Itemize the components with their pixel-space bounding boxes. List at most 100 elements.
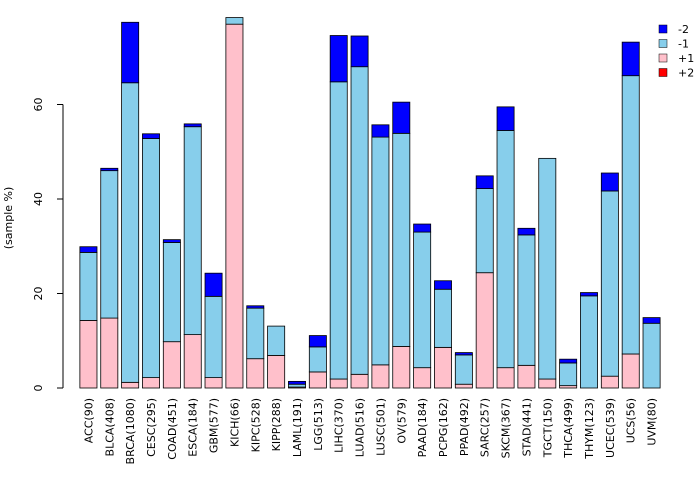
bar-segment-minus2 bbox=[121, 21, 140, 84]
bar-segment-minus1 bbox=[100, 170, 119, 319]
bar-segment-plus1 bbox=[142, 377, 160, 389]
bar-segment-minus1 bbox=[538, 157, 557, 380]
bar-segment-plus1 bbox=[454, 383, 473, 389]
bar-segment-plus1 bbox=[246, 358, 265, 389]
x-tick-label: BLCA(408) bbox=[103, 398, 116, 456]
x-tick-label: PCPG(162) bbox=[437, 398, 450, 457]
bar-segment-minus1 bbox=[392, 132, 411, 347]
bar-segment-minus2 bbox=[371, 124, 390, 138]
bar-segment-minus1 bbox=[79, 251, 98, 321]
x-tick-label: CESC(295) bbox=[145, 398, 158, 457]
bar-segment-minus2 bbox=[475, 175, 494, 190]
bar-segment-minus2 bbox=[559, 358, 578, 364]
legend-swatch bbox=[658, 39, 668, 48]
y-axis: 0 20 40 60 bbox=[32, 98, 64, 392]
bar-segment-plus1 bbox=[621, 353, 640, 389]
x-tick-label: UVM(80) bbox=[646, 398, 659, 446]
bar-segment-plus1 bbox=[267, 354, 286, 389]
bar-segment-minus2 bbox=[142, 133, 160, 139]
category-labels: ACC(90) BLCA(408) BRCA(1080) CESC(295) COAD(… bbox=[82, 398, 658, 464]
bar-segment-plus1 bbox=[121, 381, 140, 389]
bar-segment-minus1 bbox=[600, 190, 619, 377]
bar-segment-plus1 bbox=[225, 23, 244, 389]
bar-segment-plus1 bbox=[79, 320, 98, 389]
bar-segment-plus1 bbox=[413, 367, 432, 389]
bar-segment-minus2 bbox=[183, 123, 202, 128]
bar-segment-minus1 bbox=[475, 188, 494, 274]
x-tick-label: BRCA(1080) bbox=[124, 398, 137, 464]
x-tick-label: TGCT(150) bbox=[541, 398, 554, 458]
bars bbox=[79, 17, 661, 389]
legend-label: +2 bbox=[678, 67, 694, 80]
legend: -2 -1+1 +2 bbox=[658, 23, 694, 80]
bar-segment-minus1 bbox=[496, 130, 515, 369]
x-tick-label: LAML(191) bbox=[291, 398, 304, 457]
bar-segment-plus1 bbox=[538, 378, 557, 389]
legend-swatch bbox=[658, 68, 668, 77]
bar-segment-plus1 bbox=[496, 367, 515, 389]
bar-segment-minus1 bbox=[413, 231, 432, 369]
bar-segment-minus1 bbox=[121, 82, 140, 383]
bar-segment-minus2 bbox=[350, 35, 369, 68]
bar-segment-minus2 bbox=[517, 227, 536, 236]
x-tick-label: KIPP(288) bbox=[270, 398, 283, 451]
bar-segment-minus2 bbox=[600, 172, 619, 192]
x-tick-label: LUAD(516) bbox=[354, 398, 367, 457]
x-tick-label: SARC(257) bbox=[479, 398, 492, 457]
bar-segment-minus1 bbox=[246, 307, 265, 360]
bar-segment-minus2 bbox=[434, 280, 452, 290]
x-tick-label: STAD(441) bbox=[520, 398, 533, 456]
legend-label: -2 bbox=[678, 23, 689, 36]
y-tick-label: 20 bbox=[32, 287, 45, 301]
bar-segment-minus1 bbox=[308, 346, 327, 373]
bar-segment-minus2 bbox=[288, 380, 306, 385]
x-tick-label: LIHC(370) bbox=[333, 398, 346, 453]
x-tick-label: PPAD(492) bbox=[458, 398, 471, 456]
x-tick-label: KICH(66) bbox=[228, 398, 241, 447]
bar-segment-plus1 bbox=[517, 364, 536, 389]
x-tick-label: ESCA(184) bbox=[187, 398, 200, 457]
x-tick-label: LUSC(501) bbox=[374, 398, 387, 456]
y-tick-label: 40 bbox=[32, 192, 45, 206]
bar-segment-minus1 bbox=[642, 322, 661, 389]
bar-segment-plus1 bbox=[100, 317, 119, 389]
x-tick-label: UCS(56) bbox=[625, 398, 638, 443]
x-tick-label: OV(579) bbox=[395, 398, 408, 444]
bar-segment-plus1 bbox=[329, 378, 348, 389]
x-tick-label: THCA(499) bbox=[562, 398, 575, 459]
bar-segment-minus2 bbox=[100, 167, 119, 172]
x-tick-label: PAAD(184) bbox=[416, 398, 429, 457]
bar-segment-minus1 bbox=[454, 354, 473, 385]
bar-segment-minus1 bbox=[350, 66, 369, 375]
bar-segment-minus1 bbox=[225, 17, 244, 25]
bar-segment-minus2 bbox=[246, 305, 265, 309]
bar-segment-minus2 bbox=[329, 35, 348, 83]
bar-segment-plus1 bbox=[204, 377, 223, 389]
bar-segment-minus1 bbox=[329, 81, 348, 380]
bar-segment-plus1 bbox=[600, 375, 619, 389]
bar-segment-minus2 bbox=[79, 246, 98, 253]
bar-segment-minus2 bbox=[621, 41, 640, 77]
bar-segment-plus1 bbox=[434, 346, 452, 389]
bar-segment-minus1 bbox=[371, 136, 390, 366]
bar-segment-plus1 bbox=[392, 346, 411, 389]
bar-segment-plus1 bbox=[183, 334, 202, 389]
bar-segment-plus1 bbox=[308, 371, 327, 389]
bar-segment-minus2 bbox=[308, 335, 327, 348]
y-tick-label: 0 bbox=[32, 385, 45, 392]
bar-segment-minus2 bbox=[162, 239, 181, 243]
legend-swatch bbox=[658, 24, 668, 34]
x-tick-label: GBM(577) bbox=[208, 398, 221, 453]
legend-label: +1 bbox=[678, 52, 694, 65]
x-tick-label: KIPC(528) bbox=[249, 398, 262, 452]
legend-label: -1 bbox=[678, 38, 689, 51]
x-tick-label: SKCM(367) bbox=[500, 398, 513, 458]
bar-segment-plus1 bbox=[350, 373, 369, 389]
x-tick-label: ACC(90) bbox=[82, 398, 95, 443]
x-tick-label: COAD(451) bbox=[166, 398, 179, 460]
x-tick-label: UCEC(539) bbox=[604, 398, 617, 458]
y-tick-label: 60 bbox=[32, 98, 45, 112]
y-axis-label: (sample %) bbox=[2, 187, 15, 250]
x-tick-label: THYM(123) bbox=[583, 398, 596, 460]
bar-segment-minus1 bbox=[142, 138, 160, 379]
